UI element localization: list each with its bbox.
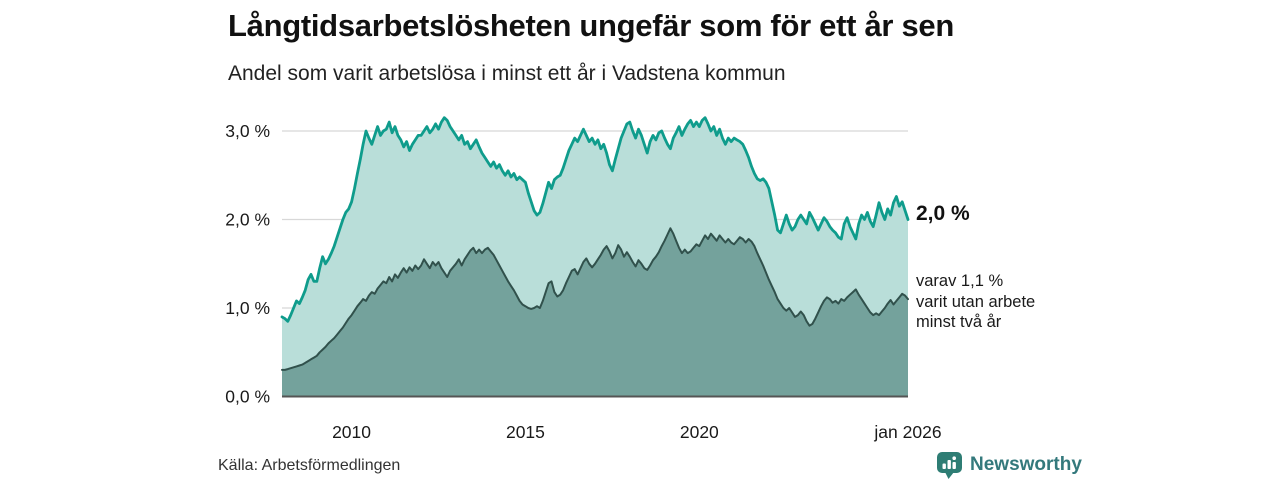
source-note: Källa: Arbetsförmedlingen — [218, 457, 401, 474]
series-area-1 — [282, 228, 908, 397]
x-tick-label: 2020 — [680, 422, 719, 442]
x-tick-label: jan 2026 — [873, 422, 941, 442]
x-tick-label: 2010 — [332, 422, 371, 442]
y-tick-label: 1,0 % — [225, 298, 270, 318]
newsworthy-logo-icon — [937, 451, 962, 479]
annotation-line: varit utan arbete — [916, 292, 1036, 311]
y-tick-label: 2,0 % — [225, 210, 270, 230]
y-tick-label: 3,0 % — [225, 121, 270, 141]
latest-total-value-label: 2,0 % — [916, 202, 970, 225]
series-line-0 — [280, 116, 910, 323]
series-line-1 — [281, 227, 909, 371]
brand-name: Newsworthy — [970, 454, 1082, 475]
annotation-line: minst två år — [916, 313, 1002, 331]
x-tick-label: 2015 — [506, 422, 545, 442]
annotation-line: varav 1,1 % — [916, 272, 1004, 290]
page-title: Långtidsarbetslösheten ungefär som för e… — [228, 8, 955, 43]
newsworthy-brand-link[interactable]: Newsworthy — [936, 450, 1082, 480]
latest-subset-annotation: varav 1,1 % varit utan arbete minst två … — [916, 271, 1035, 333]
page-subtitle: Andel som varit arbetslösa i minst ett å… — [228, 62, 786, 85]
y-tick-label: 0,0 % — [225, 387, 270, 407]
